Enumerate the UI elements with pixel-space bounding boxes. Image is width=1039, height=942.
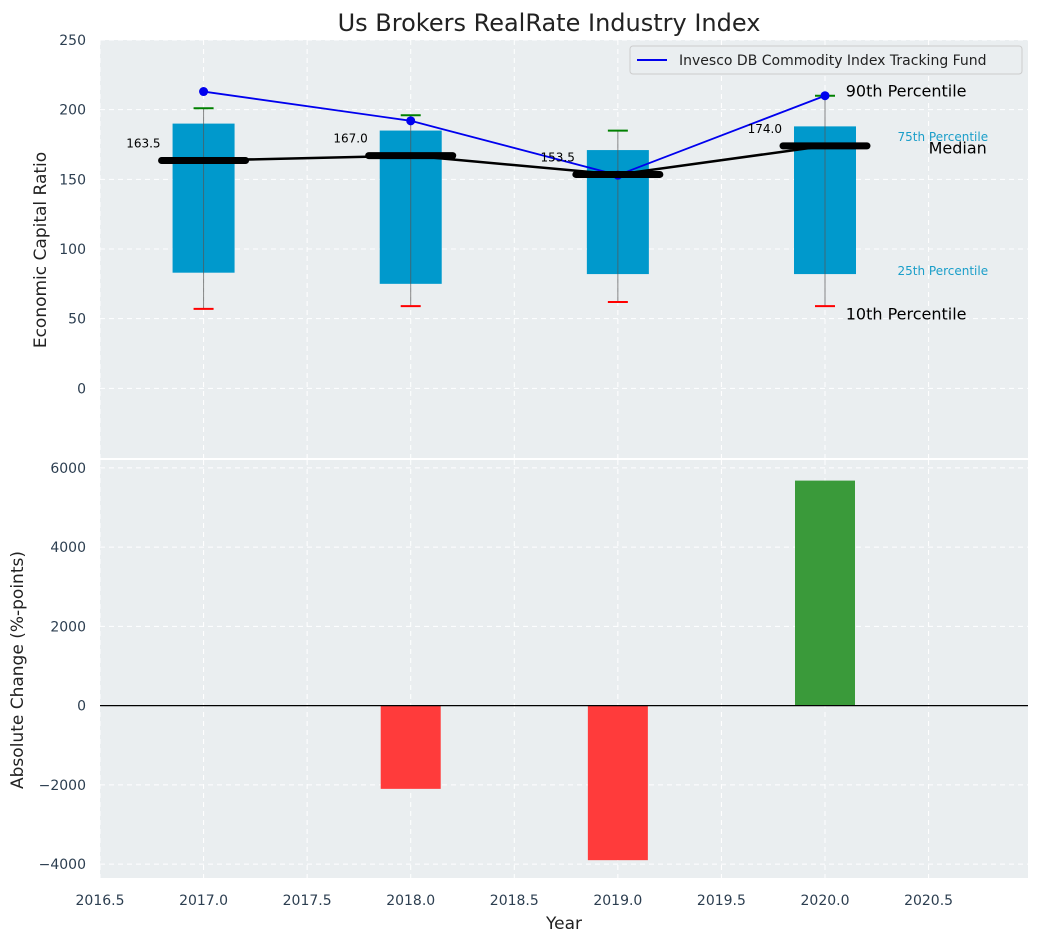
legend: Invesco DB Commodity Index Tracking Fund xyxy=(629,45,1023,75)
bottom-y-tick-label: 0 xyxy=(77,699,86,715)
chart-title: Us Brokers RealRate Industry Index xyxy=(338,9,761,37)
percentile-annotation: 10th Percentile xyxy=(846,304,967,323)
x-tick-label: 2018.0 xyxy=(386,893,435,909)
x-tick-label: 2019.5 xyxy=(697,893,746,909)
bottom-y-axis-label: Absolute Change (%-points) xyxy=(8,551,28,789)
median-value-label: 167.0 xyxy=(333,132,367,146)
top-y-tick-label: 100 xyxy=(59,242,86,258)
top-y-tick-label: 0 xyxy=(77,381,86,397)
top-medians: 163.5 167.0 153.5 174.0 xyxy=(126,122,871,178)
bottom-x-ticks: 2016.5 2017.0 2017.5 2018.0 2018.5 2019.0 2019… xyxy=(76,893,954,909)
top-y-tick-label: 200 xyxy=(59,103,86,119)
bottom-y-tick-label: −4000 xyxy=(39,857,86,873)
change-bar xyxy=(587,705,648,861)
median-connector-line xyxy=(203,144,826,176)
top-y-ticks: 0 50 100 150 200 250 xyxy=(59,33,86,397)
top-y-axis-label: Economic Capital Ratio xyxy=(31,152,51,348)
legend-label: Invesco DB Commodity Index Tracking Fund xyxy=(679,53,987,69)
bottom-y-ticks: −4000 −2000 0 2000 4000 6000 xyxy=(39,461,86,873)
median-value-label: 163.5 xyxy=(126,137,160,151)
bottom-bars xyxy=(380,480,855,861)
top-y-tick-label: 250 xyxy=(59,33,86,49)
x-tick-label: 2017.0 xyxy=(179,893,228,909)
percentile-annotation: 75th Percentile xyxy=(898,130,989,144)
top-y-tick-label: 150 xyxy=(59,172,86,188)
percentile-annotation: 90th Percentile xyxy=(846,82,967,101)
change-bar xyxy=(380,705,441,789)
series-point xyxy=(820,91,830,101)
median-value-label: 174.0 xyxy=(748,122,782,136)
median-value-label: 153.5 xyxy=(540,150,574,164)
bottom-plot-background xyxy=(100,460,1028,878)
series-point xyxy=(406,116,416,126)
bottom-y-tick-label: 6000 xyxy=(50,461,86,477)
x-tick-label: 2016.5 xyxy=(76,893,125,909)
x-tick-label: 2017.5 xyxy=(283,893,332,909)
x-tick-label: 2018.5 xyxy=(490,893,539,909)
percentile-annotation: Median xyxy=(929,139,987,158)
x-tick-label: 2020.0 xyxy=(801,893,850,909)
bottom-y-tick-label: 2000 xyxy=(50,619,86,635)
bottom-y-tick-label: −2000 xyxy=(39,778,86,794)
x-tick-label: 2020.5 xyxy=(904,893,953,909)
change-bar xyxy=(795,480,855,706)
series-line-path xyxy=(203,90,826,177)
series-point xyxy=(199,87,209,97)
top-boxes xyxy=(172,94,856,310)
top-panel: 0 50 100 150 200 250 163.5 167.0 153.5 174.0 90t… xyxy=(31,33,1028,458)
legend-box xyxy=(629,45,1023,75)
bottom-panel: −4000 −2000 0 2000 4000 6000 2016.5 2017.0 2017… xyxy=(8,460,1028,934)
x-tick-label: 2019.0 xyxy=(593,893,642,909)
percentile-annotation: 25th Percentile xyxy=(898,264,989,278)
x-axis-label: Year xyxy=(545,914,582,934)
bottom-y-tick-label: 4000 xyxy=(50,540,86,556)
top-y-tick-label: 50 xyxy=(68,312,86,328)
